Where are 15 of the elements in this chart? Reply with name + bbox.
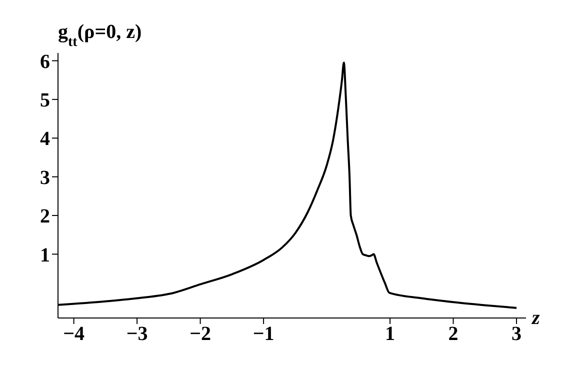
x-tick-label: −1	[252, 323, 274, 346]
x-tick-label: −2	[190, 323, 211, 346]
y-tick-label: 2	[40, 206, 50, 228]
y-tick-label: 1	[40, 244, 50, 266]
x-tick-label: 2	[448, 323, 458, 346]
x-tick-label: −3	[126, 323, 148, 346]
x-tick-label: −4	[63, 323, 85, 346]
y-axis-title: g$_{tt}$(ρ=0, z)	[58, 21, 142, 50]
y-tick-label: 6	[40, 50, 50, 73]
x-tick-label: 3	[512, 323, 522, 346]
x-tick-label: 1	[385, 323, 396, 346]
y-tick-label: 5	[40, 90, 50, 112]
x-axis-title: z	[531, 307, 540, 329]
y-tick-label: 3	[40, 166, 50, 189]
y-tick-label: 4	[40, 128, 50, 150]
